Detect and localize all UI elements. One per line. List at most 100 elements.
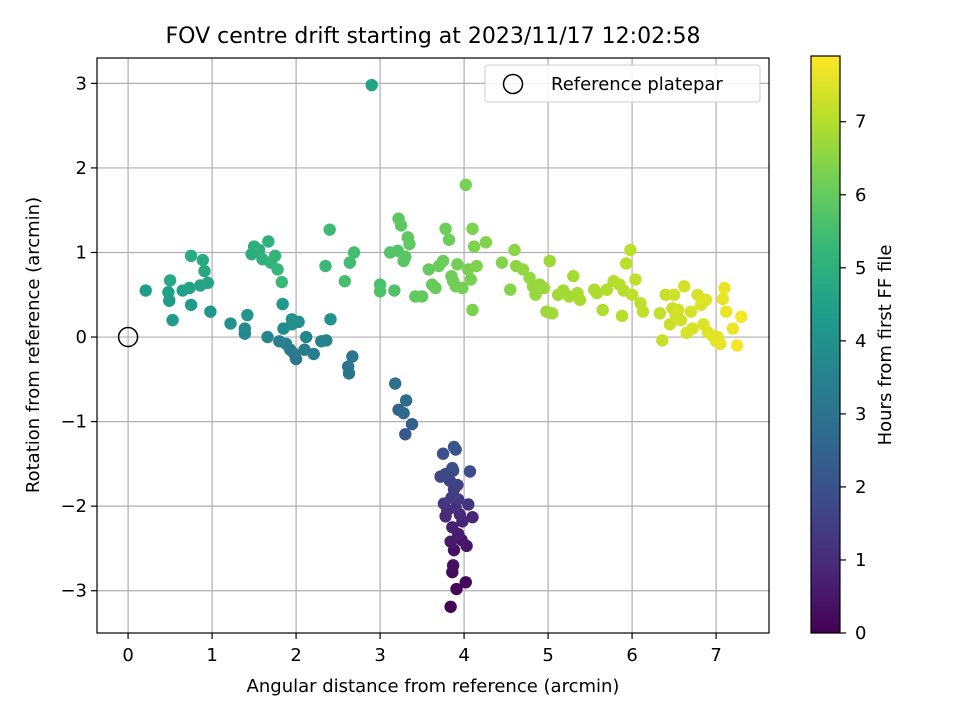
data-points — [139, 78, 748, 613]
data-point — [677, 280, 691, 293]
y-tick-label: −3 — [60, 581, 87, 602]
data-point — [718, 281, 731, 295]
colorbar-tick-label: 2 — [855, 477, 866, 498]
data-point — [436, 254, 450, 268]
data-point — [415, 290, 429, 303]
data-point — [422, 263, 435, 276]
data-point — [341, 360, 355, 373]
data-point — [600, 283, 614, 296]
data-point — [247, 240, 261, 253]
data-point — [139, 284, 152, 297]
reference-platepar-marker — [117, 326, 139, 348]
x-tick-label: 0 — [122, 645, 133, 666]
data-point — [436, 447, 450, 460]
legend-box — [484, 64, 761, 103]
data-point — [444, 600, 457, 613]
data-point — [439, 222, 452, 236]
chart-title: FOV centre drift starting at 2023/11/17 … — [166, 24, 701, 49]
data-point — [298, 343, 311, 356]
data-point — [456, 281, 469, 295]
data-point — [508, 243, 521, 257]
data-point — [163, 274, 177, 287]
x-tick-label: 6 — [626, 645, 637, 666]
data-point — [463, 465, 477, 478]
y-axis-label: Rotation from reference (arcmin) — [23, 197, 44, 493]
data-point — [466, 303, 479, 317]
data-point — [459, 178, 472, 192]
data-point — [596, 303, 609, 317]
colorbar-tick-label: 1 — [855, 550, 866, 571]
data-point — [629, 273, 642, 286]
data-point — [285, 313, 299, 326]
data-point — [504, 283, 517, 296]
data-point — [204, 305, 217, 318]
data-point — [442, 233, 456, 247]
data-point — [714, 337, 727, 351]
data-point — [573, 293, 587, 307]
colorbar-fill — [811, 56, 840, 633]
data-point — [184, 298, 198, 312]
x-tick-label: 3 — [374, 645, 385, 666]
data-point — [268, 249, 282, 263]
y-tick-label: −1 — [60, 412, 87, 433]
data-point — [462, 498, 475, 511]
x-tick-label: 4 — [458, 645, 469, 666]
data-point — [394, 219, 408, 232]
data-point — [319, 259, 332, 273]
data-point — [196, 253, 210, 267]
x-tick-label: 5 — [542, 645, 553, 666]
data-point — [183, 281, 196, 295]
data-point — [495, 256, 509, 269]
data-point — [271, 263, 284, 276]
data-point — [346, 350, 359, 363]
data-point — [324, 313, 337, 326]
data-point — [399, 250, 412, 263]
x-axis-ticks: 0 1 2 3 4 5 6 7 — [122, 633, 722, 666]
data-point — [726, 322, 740, 335]
data-point — [389, 377, 402, 390]
data-point — [466, 510, 479, 524]
data-point — [684, 305, 698, 318]
data-point — [444, 535, 457, 548]
colorbar-tick-label: 5 — [855, 258, 866, 279]
data-point — [625, 288, 639, 301]
data-point — [397, 406, 410, 420]
data-point — [470, 259, 483, 273]
data-point — [405, 417, 419, 431]
data-point — [447, 440, 461, 454]
colorbar: 0 1 2 3 4 5 6 7 Hours from first FF file — [810, 55, 896, 644]
colorbar-tick-label: 6 — [855, 185, 866, 206]
data-point — [198, 264, 211, 278]
data-point — [399, 428, 412, 441]
y-tick-label: 1 — [76, 242, 87, 263]
data-point — [262, 235, 275, 248]
data-point — [338, 275, 351, 288]
colorbar-tick-label: 3 — [855, 404, 866, 425]
data-point — [567, 269, 580, 283]
colorbar-label: Hours from first FF file — [875, 245, 896, 446]
x-tick-label: 1 — [206, 645, 217, 666]
x-axis-label: Angular distance from reference (arcmin) — [247, 676, 620, 697]
data-point — [546, 307, 559, 320]
data-point — [516, 263, 530, 276]
data-point — [162, 286, 175, 299]
y-axis-ticks: −3 −2 −1 0 1 2 3 — [60, 73, 97, 602]
data-point — [238, 322, 252, 335]
data-point — [466, 222, 479, 236]
data-point — [399, 394, 413, 407]
x-tick-label: 7 — [710, 645, 721, 666]
data-point — [730, 339, 744, 352]
data-point — [590, 286, 603, 300]
grid-lines — [97, 58, 769, 633]
data-point — [529, 288, 542, 301]
data-point — [323, 223, 336, 236]
data-point — [429, 281, 442, 295]
data-point — [624, 243, 637, 257]
data-point — [467, 240, 481, 253]
data-point — [347, 246, 361, 259]
y-tick-label: 3 — [76, 73, 87, 94]
data-point — [636, 305, 650, 318]
data-point — [699, 293, 713, 307]
data-point — [674, 313, 687, 327]
